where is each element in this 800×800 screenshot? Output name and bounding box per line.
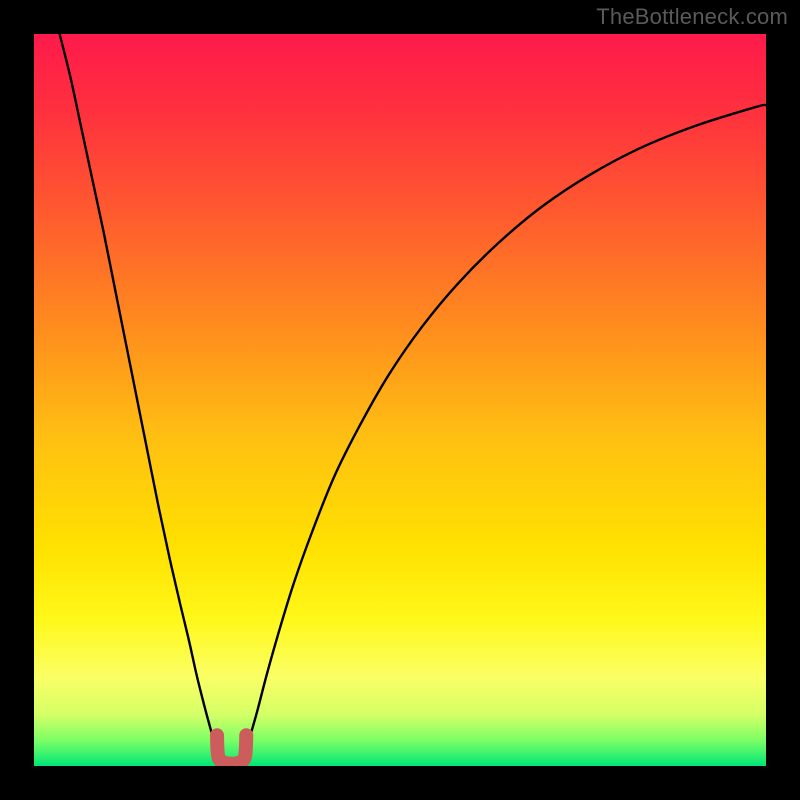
chart-frame: TheBottleneck.com	[0, 0, 800, 800]
curves-layer	[34, 34, 766, 766]
plot-area	[34, 34, 766, 766]
watermark-text: TheBottleneck.com	[596, 4, 788, 30]
right-curve	[246, 105, 766, 751]
left-curve	[60, 34, 218, 751]
bottom-u-mark	[217, 735, 246, 764]
